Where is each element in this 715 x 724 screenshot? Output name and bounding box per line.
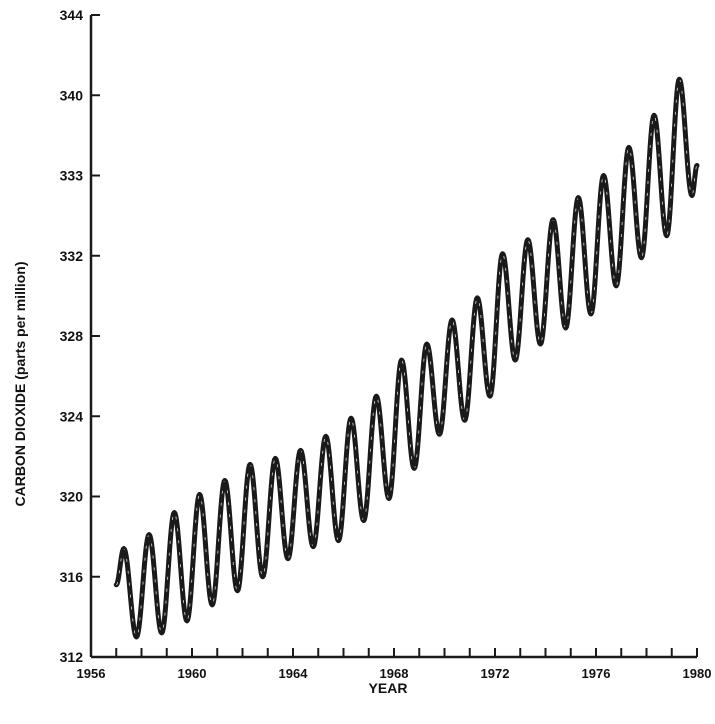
y-tick-label: 332 [60,248,84,264]
peak-point [577,196,580,199]
peak-point [223,479,227,482]
trough-point [589,312,593,316]
peak-point [627,146,631,149]
trough-point [286,557,290,560]
trough-point [564,326,567,330]
x-tick-label: 1976 [582,666,611,681]
peak-point [678,78,681,81]
trough-point [236,589,239,592]
y-tick-label: 320 [60,489,84,505]
peak-point [248,463,252,466]
trough-point [413,467,416,470]
peak-point [425,342,429,346]
peak-point [173,511,176,514]
peak-point [450,318,454,322]
peak-point [324,435,328,438]
peak-point [476,296,479,300]
trough-point [387,497,391,500]
y-tick-label: 316 [60,569,84,585]
trough-point [362,519,365,522]
y-tick-label: 333 [60,168,84,184]
peak-point [274,457,277,460]
co2-series-highlight [116,78,698,638]
trough-point [337,539,340,542]
y-axis-label: CARBON DIOXIDE (parts per million) [12,261,28,506]
y-tick-label: 344 [60,7,84,23]
x-tick-label: 1972 [481,666,510,681]
trough-point [185,619,189,623]
x-tick-label: 1980 [683,666,712,681]
trough-point [135,635,138,639]
peak-point [501,252,504,255]
peak-point [349,417,353,420]
trough-point [211,603,214,607]
peak-point [198,493,201,496]
y-tick-label: 312 [60,649,84,665]
trough-point [488,394,492,398]
trough-point [438,433,441,436]
chart-ticks: 312 316 320 324 328 332 333 340 344 1956 1960 1964 1… [60,7,712,681]
peak-point [147,533,151,536]
trough-point [539,342,542,346]
y-tick-label: 328 [60,328,84,344]
trough-point [615,284,618,288]
peak-point [526,238,530,241]
y-tick-label: 340 [60,87,84,103]
peak-point [602,174,605,177]
trough-point [514,358,517,362]
co2-series-line [113,76,700,640]
trough-point [690,194,694,197]
x-tick-label: 1960 [178,666,207,681]
trough-point [261,575,264,578]
peak-point [652,114,656,117]
x-tick-label: 1964 [279,666,309,681]
peak-point [375,394,378,398]
x-tick-label: 1968 [380,666,409,681]
chart-series [113,76,700,640]
x-tick-label: 1956 [77,666,106,681]
trough-point [463,419,466,422]
y-tick-label: 324 [60,408,84,424]
peak-point [400,358,403,362]
x-axis-label: YEAR [369,680,408,696]
trough-point [665,234,668,237]
peak-point [122,547,126,550]
trough-point [312,545,315,548]
peak-point [299,449,302,452]
trough-point [640,256,643,259]
trough-point [160,631,163,635]
peak-point [551,218,555,221]
